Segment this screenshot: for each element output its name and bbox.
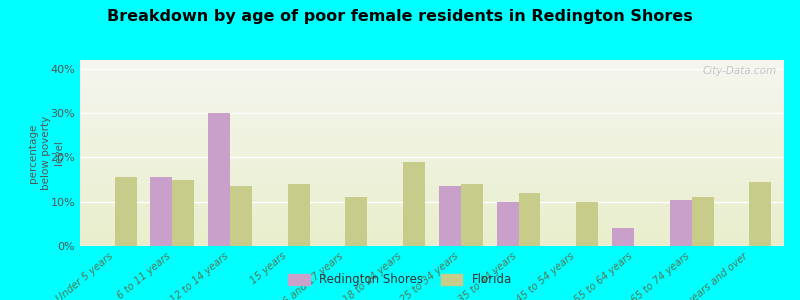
Bar xyxy=(80,149,784,153)
Bar xyxy=(288,184,310,246)
Bar xyxy=(80,90,784,94)
Bar xyxy=(80,71,784,75)
Bar xyxy=(80,108,784,112)
Bar xyxy=(80,138,784,142)
Bar xyxy=(576,202,598,246)
Bar xyxy=(80,205,784,209)
Bar xyxy=(80,164,784,168)
Bar xyxy=(80,238,784,242)
Bar xyxy=(80,105,784,108)
Bar xyxy=(80,160,784,164)
Bar xyxy=(80,64,784,68)
Bar xyxy=(80,146,784,149)
Bar xyxy=(80,183,784,187)
Bar xyxy=(750,182,771,246)
Bar xyxy=(80,235,784,238)
Bar xyxy=(612,228,634,246)
Bar xyxy=(80,116,784,119)
Bar xyxy=(80,157,784,160)
Bar xyxy=(692,197,714,246)
Bar xyxy=(80,224,784,227)
Bar xyxy=(80,134,784,138)
Bar xyxy=(80,60,784,64)
Bar xyxy=(80,212,784,216)
Bar xyxy=(80,194,784,198)
Bar xyxy=(172,180,194,246)
Bar xyxy=(80,101,784,105)
Bar xyxy=(80,190,784,194)
Bar xyxy=(80,82,784,86)
Bar xyxy=(80,112,784,116)
Bar xyxy=(80,187,784,190)
Bar xyxy=(80,220,784,224)
Bar xyxy=(80,94,784,97)
Bar xyxy=(80,216,784,220)
Bar xyxy=(230,186,252,246)
Bar xyxy=(461,184,482,246)
Bar xyxy=(80,198,784,201)
Text: Breakdown by age of poor female residents in Redington Shores: Breakdown by age of poor female resident… xyxy=(107,9,693,24)
Bar xyxy=(80,119,784,123)
Bar xyxy=(80,142,784,146)
Bar xyxy=(80,179,784,183)
Bar xyxy=(80,172,784,175)
Bar xyxy=(80,86,784,90)
Bar xyxy=(114,177,137,246)
Bar xyxy=(80,75,784,79)
Bar xyxy=(80,201,784,205)
Bar xyxy=(80,127,784,131)
Bar xyxy=(403,162,425,246)
Bar xyxy=(80,68,784,71)
Bar xyxy=(80,153,784,157)
Bar xyxy=(80,227,784,231)
Bar xyxy=(670,200,692,246)
Bar xyxy=(80,123,784,127)
Bar xyxy=(208,113,230,246)
Bar xyxy=(80,168,784,172)
Bar xyxy=(150,177,172,246)
Bar xyxy=(439,186,461,246)
Legend: Redington Shores, Florida: Redington Shores, Florida xyxy=(284,269,516,291)
Bar xyxy=(80,242,784,246)
Bar xyxy=(518,193,541,246)
Text: City-Data.com: City-Data.com xyxy=(703,66,777,76)
Bar xyxy=(80,209,784,212)
Bar xyxy=(80,175,784,179)
Bar xyxy=(80,131,784,134)
Bar xyxy=(80,231,784,235)
Bar xyxy=(497,202,518,246)
Bar xyxy=(80,97,784,101)
Bar xyxy=(80,79,784,82)
Y-axis label: percentage
below poverty
level: percentage below poverty level xyxy=(28,116,65,190)
Bar xyxy=(346,197,367,246)
